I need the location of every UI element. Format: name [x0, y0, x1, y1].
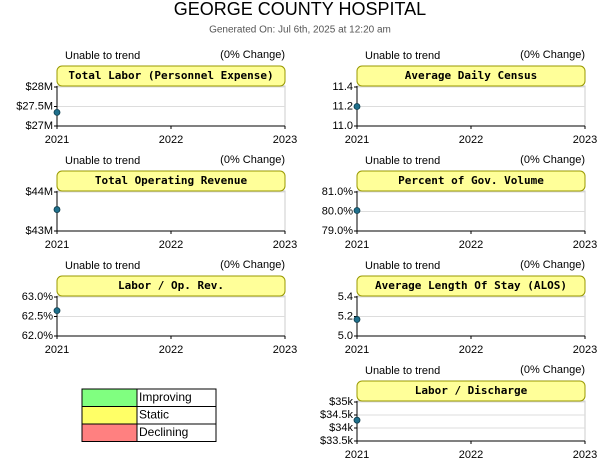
x-tick-label: 2023: [573, 239, 597, 251]
y-tick-label: 79.0%: [322, 225, 353, 237]
title-box: [56, 170, 286, 192]
data-point: [353, 316, 361, 323]
chart-title: Labor / Discharge: [415, 384, 528, 397]
y-tick-label: 81.0%: [322, 186, 353, 198]
chart-title: Total Labor (Personnel Expense): [68, 69, 273, 82]
chart-title: Labor / Op. Rev.: [118, 279, 224, 292]
title-box: [356, 275, 586, 297]
chart-title: Average Daily Census: [405, 69, 537, 82]
x-tick-label: 2023: [573, 449, 597, 461]
data-point: [353, 207, 361, 214]
trend-note: Unable to trend: [65, 260, 140, 272]
x-tick-label: 2021: [45, 134, 69, 146]
y-tick-label: 11.0: [332, 120, 353, 132]
legend-cell: [136, 423, 217, 442]
change-note: (0% Change): [520, 49, 585, 61]
chart-title: Total Operating Revenue: [95, 174, 248, 187]
data-point: [53, 307, 61, 315]
y-tick-label: 11.4: [332, 81, 353, 93]
trend-note: Unable to trend: [365, 155, 440, 167]
y-tick-label: 5.0: [338, 330, 353, 342]
x-tick-label: 2023: [273, 134, 297, 146]
legend-swatch: [81, 406, 138, 425]
legend-label: Improving: [139, 390, 192, 404]
x-tick-label: 2021: [345, 449, 369, 461]
page-title: GEORGE COUNTY HOSPITAL: [174, 0, 426, 19]
x-tick-label: 2021: [45, 344, 69, 356]
data-point: [353, 103, 361, 110]
x-tick-label: 2022: [459, 344, 483, 356]
trend-note: Unable to trend: [365, 50, 440, 62]
data-point: [53, 108, 61, 116]
change-note: (0% Change): [220, 49, 285, 61]
y-tick-label: $43M: [25, 225, 53, 237]
y-tick-label: $33.5k: [320, 435, 354, 447]
y-tick-label: 63.0%: [22, 291, 53, 303]
trend-note: Unable to trend: [365, 365, 440, 377]
y-tick-label: $35k: [329, 396, 353, 408]
y-tick-label: $44M: [25, 186, 53, 198]
y-tick-label: 80.0%: [322, 205, 353, 217]
y-tick-label: $27.5M: [16, 100, 53, 112]
page-subtitle: Generated On: Jul 6th, 2025 at 12:20 am: [209, 25, 391, 36]
x-tick-label: 2021: [345, 239, 369, 251]
x-tick-label: 2022: [159, 134, 183, 146]
y-tick-label: 5.2: [338, 310, 353, 322]
legend-swatch: [81, 423, 138, 442]
x-tick-label: 2021: [345, 134, 369, 146]
change-note: (0% Change): [520, 154, 585, 166]
title-box: [356, 170, 586, 192]
x-tick-label: 2023: [573, 344, 597, 356]
chart-title: Average Length Of Stay (ALOS): [375, 279, 567, 292]
x-tick-label: 2022: [159, 239, 183, 251]
y-tick-label: 11.2: [332, 100, 353, 112]
trend-note: Unable to trend: [365, 260, 440, 272]
x-tick-label: 2023: [573, 134, 597, 146]
x-tick-label: 2023: [273, 344, 297, 356]
y-tick-label: $34.5k: [320, 409, 354, 421]
data-point: [353, 416, 361, 424]
x-tick-label: 2023: [273, 239, 297, 251]
title-box: [356, 380, 586, 402]
trend-note: Unable to trend: [65, 155, 140, 167]
x-tick-label: 2022: [459, 239, 483, 251]
y-tick-label: $34k: [329, 422, 353, 434]
legend-label: Static: [139, 408, 169, 422]
y-tick-label: $27M: [25, 120, 53, 132]
y-tick-label: $28M: [25, 81, 53, 93]
y-tick-label: 5.4: [338, 291, 353, 303]
plot-area: [356, 400, 586, 442]
title-box: [56, 275, 286, 297]
x-tick-label: 2022: [459, 134, 483, 146]
plot-area: [56, 190, 286, 232]
change-note: (0% Change): [520, 259, 585, 271]
change-note: (0% Change): [220, 154, 285, 166]
chart-title: Percent of Gov. Volume: [398, 174, 544, 187]
legend-swatch: [81, 388, 138, 407]
change-note: (0% Change): [520, 364, 585, 376]
trend-note: Unable to trend: [65, 50, 140, 62]
change-note: (0% Change): [220, 259, 285, 271]
data-point: [53, 206, 61, 213]
x-tick-label: 2022: [159, 344, 183, 356]
y-tick-label: 62.0%: [22, 330, 53, 342]
x-tick-label: 2022: [459, 449, 483, 461]
y-tick-label: 62.5%: [22, 310, 53, 322]
legend-label: Declining: [139, 425, 188, 439]
x-tick-label: 2021: [345, 344, 369, 356]
x-tick-label: 2021: [45, 239, 69, 251]
title-box: [56, 65, 286, 87]
title-box: [356, 65, 586, 87]
